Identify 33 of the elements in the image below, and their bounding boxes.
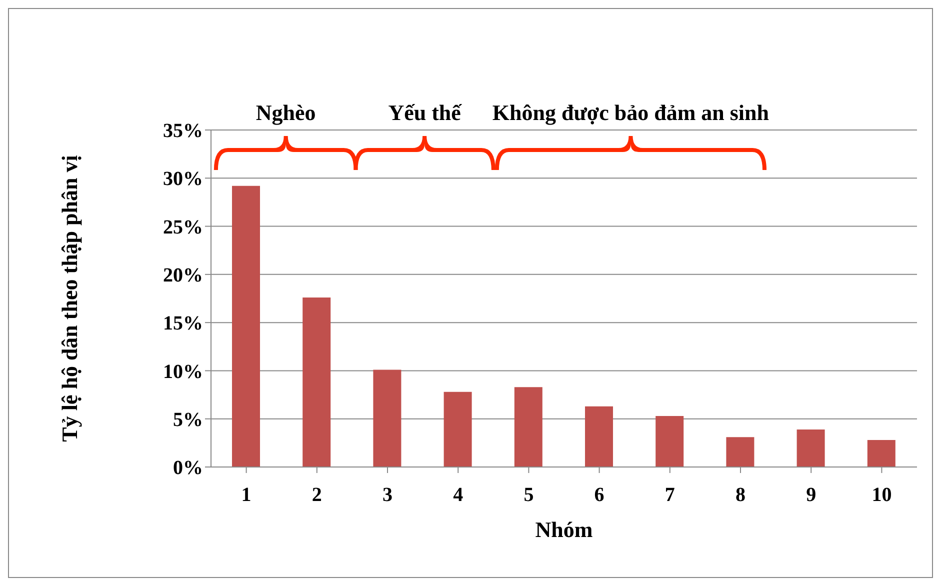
x-tick-label: 5 <box>524 484 534 506</box>
bar <box>796 429 825 467</box>
x-axis-title: Nhóm <box>535 517 593 542</box>
y-tick-label: 20% <box>163 264 203 287</box>
y-tick-label: 25% <box>163 216 203 238</box>
x-tick-label: 8 <box>736 484 746 506</box>
bar <box>585 406 613 467</box>
x-tick-label: 9 <box>806 484 816 506</box>
bar <box>373 370 402 467</box>
bar <box>514 387 542 467</box>
x-tick-label: 1 <box>241 484 252 506</box>
y-tick-label: 10% <box>163 360 203 383</box>
y-tick-label: 0% <box>173 457 203 480</box>
x-tick-label: 3 <box>382 484 392 506</box>
text: Không được bảo đảm an sinh <box>492 100 770 125</box>
bar <box>867 440 896 467</box>
x-tick-label: 2 <box>312 484 322 506</box>
bar <box>302 298 331 467</box>
text: Nghèo <box>256 100 316 125</box>
y-axis-title: Tỷ lệ hộ dân theo thập phân vị <box>56 155 82 442</box>
x-tick-label: 10 <box>872 484 892 506</box>
bar <box>726 437 754 467</box>
y-tick-label: 35% <box>163 120 203 142</box>
x-tick-label: 6 <box>594 484 604 506</box>
x-tick-label: 4 <box>453 484 464 506</box>
y-tick-label: 30% <box>163 168 203 190</box>
y-tick-label: 15% <box>163 312 203 335</box>
text: Yếu thế <box>388 100 462 125</box>
y-tick-label: 5% <box>173 408 203 431</box>
bar <box>444 392 472 467</box>
bar <box>232 186 260 467</box>
bar <box>656 416 684 467</box>
x-tick-label: 7 <box>664 484 675 506</box>
